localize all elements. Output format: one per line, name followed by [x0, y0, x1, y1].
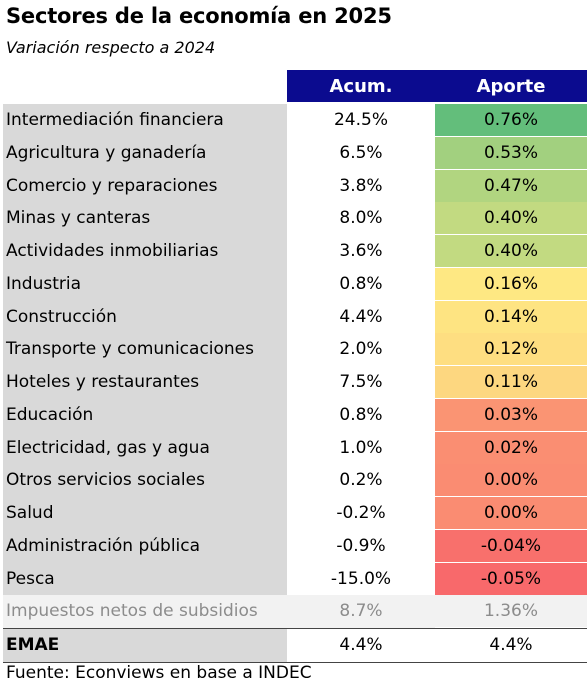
source-note: Fuente: Econviews en base a INDEC: [6, 663, 312, 683]
sector-label: Actividades inmobiliarias: [3, 235, 287, 268]
aporte-value: 0.14%: [435, 300, 587, 334]
sector-label: EMAE: [3, 629, 287, 662]
aporte-value: 0.76%: [435, 104, 587, 137]
taxes-row: Impuestos netos de subsidios 8.7% 1.36%: [3, 595, 587, 629]
sector-label: Electricidad, gas y agua: [3, 431, 287, 465]
chart-subtitle: Variación respecto a 2024: [6, 38, 216, 57]
sector-label: Minas y canteras: [3, 202, 287, 236]
aporte-value: 0.00%: [435, 464, 587, 498]
header-aporte: Aporte: [435, 70, 587, 102]
sector-label: Impuestos netos de subsidios: [3, 595, 287, 629]
table-row: Industria 0.8% 0.16%: [3, 267, 587, 301]
table-row: Actividades inmobiliarias 3.6% 0.40%: [3, 235, 587, 268]
acum-value: 0.2%: [287, 464, 435, 498]
table-row: Construcción 4.4% 0.14%: [3, 300, 587, 334]
acum-value: 2.0%: [287, 333, 435, 367]
sector-label: Pesca: [3, 562, 287, 596]
acum-value: 24.5%: [287, 104, 435, 137]
aporte-value: -0.05%: [435, 562, 587, 596]
acum-value: -0.2%: [287, 497, 435, 530]
sector-label: Educación: [3, 398, 287, 432]
sector-label: Administración pública: [3, 529, 287, 563]
acum-value: 0.8%: [287, 398, 435, 432]
aporte-value: 0.11%: [435, 366, 587, 399]
aporte-value: 0.12%: [435, 333, 587, 367]
sector-label: Intermediación financiera: [3, 104, 287, 137]
acum-value: 7.5%: [287, 366, 435, 399]
acum-value: -0.9%: [287, 529, 435, 563]
acum-value: 6.5%: [287, 136, 435, 170]
aporte-value: 0.03%: [435, 398, 587, 432]
header-acum: Acum.: [287, 70, 435, 102]
sector-label: Otros servicios sociales: [3, 464, 287, 498]
sector-label: Salud: [3, 497, 287, 530]
table-row: Transporte y comunicaciones 2.0% 0.12%: [3, 333, 587, 367]
acum-value: 8.0%: [287, 202, 435, 236]
aporte-value: -0.04%: [435, 529, 587, 563]
aporte-value: 0.02%: [435, 431, 587, 465]
total-row: EMAE 4.4% 4.4%: [3, 628, 587, 663]
chart-title: Sectores de la economía en 2025: [6, 4, 392, 28]
sector-label: Comercio y reparaciones: [3, 169, 287, 203]
table-row: Minas y canteras 8.0% 0.40%: [3, 202, 587, 236]
sector-label: Hoteles y restaurantes: [3, 366, 287, 399]
table-row: Intermediación financiera 24.5% 0.76%: [3, 104, 587, 137]
aporte-value: 0.16%: [435, 267, 587, 301]
table-row: Educación 0.8% 0.03%: [3, 398, 587, 432]
acum-value: 3.8%: [287, 169, 435, 203]
table-row: Otros servicios sociales 0.2% 0.00%: [3, 464, 587, 498]
aporte-value: 0.40%: [435, 235, 587, 268]
table-row: Agricultura y ganadería 6.5% 0.53%: [3, 136, 587, 170]
acum-value: 3.6%: [287, 235, 435, 268]
aporte-value: 4.4%: [435, 629, 587, 662]
acum-value: 1.0%: [287, 431, 435, 465]
aporte-value: 1.36%: [435, 595, 587, 629]
sector-label: Transporte y comunicaciones: [3, 333, 287, 367]
aporte-value: 0.00%: [435, 497, 587, 530]
sector-label: Industria: [3, 267, 287, 301]
table-row: Salud -0.2% 0.00%: [3, 497, 587, 530]
acum-value: 4.4%: [287, 300, 435, 334]
table-row: Hoteles y restaurantes 7.5% 0.11%: [3, 366, 587, 399]
table-row: Comercio y reparaciones 3.8% 0.47%: [3, 169, 587, 203]
table-row: Electricidad, gas y agua 1.0% 0.02%: [3, 431, 587, 465]
acum-value: -15.0%: [287, 562, 435, 596]
acum-value: 8.7%: [287, 595, 435, 629]
acum-value: 4.4%: [287, 629, 435, 662]
aporte-value: 0.40%: [435, 202, 587, 236]
aporte-value: 0.53%: [435, 136, 587, 170]
acum-value: 0.8%: [287, 267, 435, 301]
sector-label: Agricultura y ganadería: [3, 136, 287, 170]
table-row: Administración pública -0.9% -0.04%: [3, 529, 587, 563]
table-row: Pesca -15.0% -0.05%: [3, 562, 587, 596]
aporte-value: 0.47%: [435, 169, 587, 203]
sector-label: Construcción: [3, 300, 287, 334]
